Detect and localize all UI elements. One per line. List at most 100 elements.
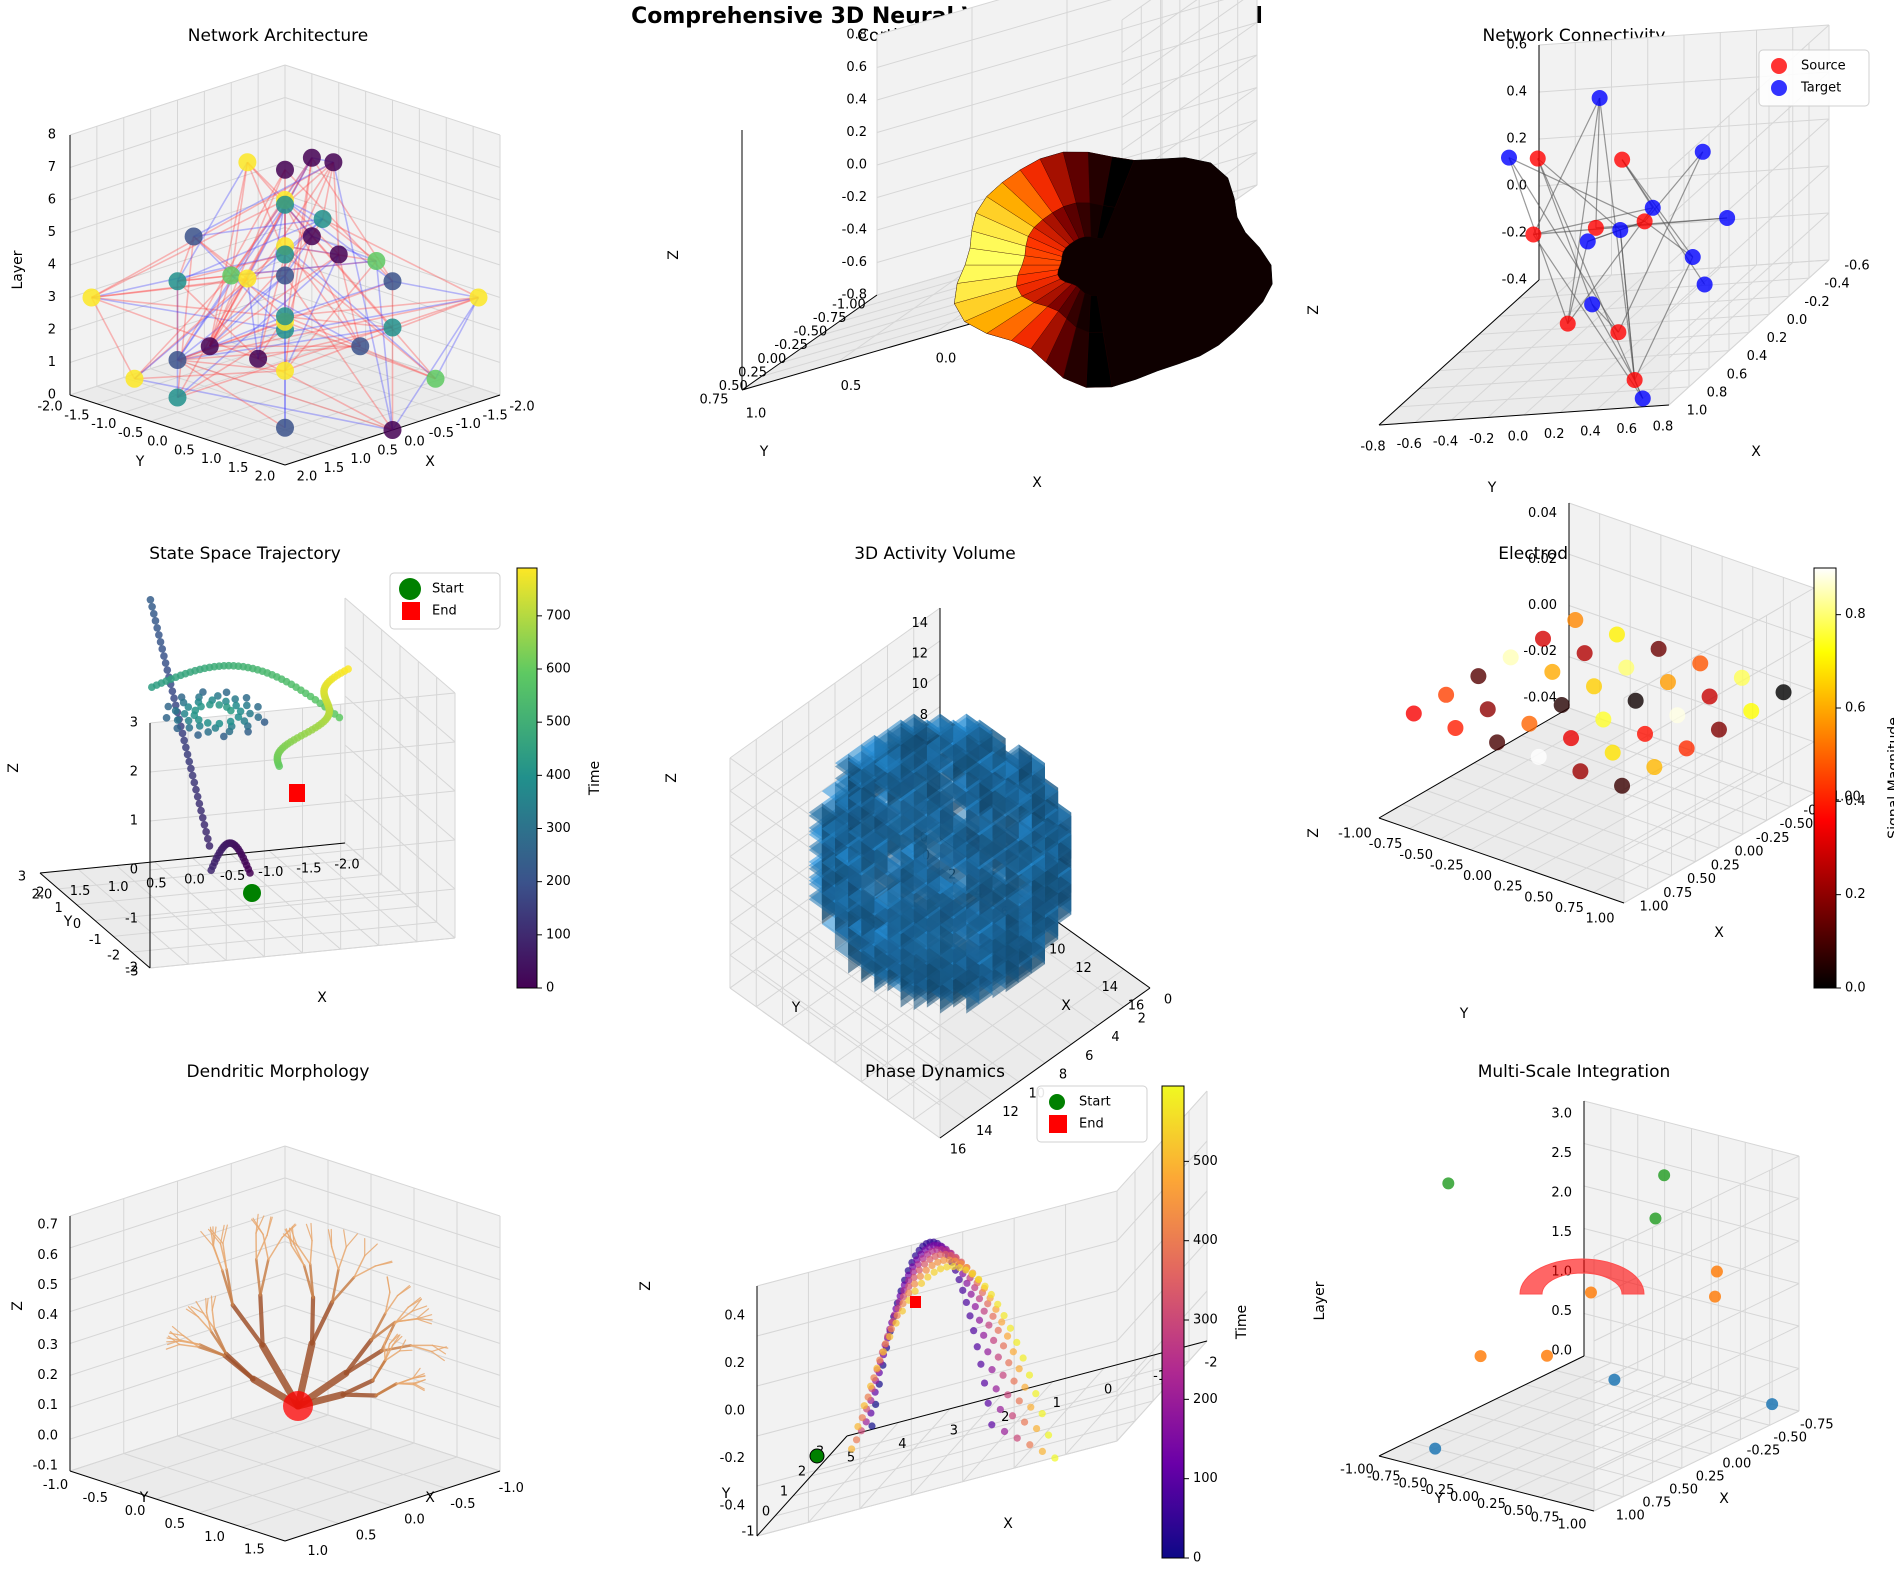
phase-point bbox=[1027, 1403, 1035, 1411]
connection-edge bbox=[230, 274, 361, 347]
dendrite-branch bbox=[384, 1291, 391, 1315]
phase-point bbox=[1015, 1365, 1023, 1373]
trajectory-point bbox=[180, 736, 188, 745]
trajectory-point bbox=[202, 828, 210, 836]
connection-edge bbox=[177, 320, 286, 361]
dendrite-branch bbox=[266, 1216, 273, 1236]
y-tick-label: 0.8 bbox=[1653, 420, 1674, 435]
phase-point bbox=[943, 1263, 951, 1271]
dendrite-branch bbox=[384, 1344, 394, 1362]
gridline bbox=[729, 889, 941, 1040]
gridline bbox=[1496, 1398, 1712, 1455]
connection-edge bbox=[257, 199, 286, 359]
gridline bbox=[774, 1420, 1136, 1517]
trajectory-point bbox=[220, 732, 228, 741]
dendrite-branch bbox=[393, 1310, 413, 1325]
connection-edge bbox=[230, 157, 313, 276]
gridline bbox=[1623, 690, 1815, 801]
phase-point bbox=[980, 1331, 988, 1339]
phase-point bbox=[910, 1273, 918, 1282]
gridline bbox=[69, 1368, 286, 1440]
z-axis-label: Z bbox=[664, 773, 680, 783]
electrode bbox=[1572, 763, 1589, 780]
dendrite-branch bbox=[288, 1227, 292, 1246]
electrode bbox=[1502, 649, 1519, 666]
neuron-node bbox=[184, 227, 203, 246]
voxel-face bbox=[900, 850, 914, 876]
gridline bbox=[155, 1428, 372, 1500]
dendrite-branch bbox=[411, 1298, 423, 1312]
z-tick-label: 4 bbox=[48, 258, 56, 273]
layer-node bbox=[1442, 1177, 1455, 1190]
voxel-face bbox=[1018, 788, 1032, 814]
phase-point bbox=[936, 1251, 944, 1259]
electrode bbox=[1530, 748, 1547, 765]
dendrite-branch bbox=[169, 1331, 182, 1342]
y-axis-line bbox=[69, 1470, 286, 1542]
chart-network-architecture: Network Architecture2.01.51.00.50.0-0.5-… bbox=[10, 26, 535, 485]
x-tick-label: -0.50 bbox=[1780, 817, 1814, 832]
connection-line bbox=[1619, 229, 1636, 381]
dendrite-branch bbox=[369, 1320, 397, 1342]
z-tick-label: 2 bbox=[48, 323, 56, 338]
legend-marker bbox=[1049, 1094, 1065, 1110]
connection-edge bbox=[209, 157, 313, 347]
trajectory-point bbox=[149, 610, 158, 618]
gridline bbox=[1568, 553, 1815, 640]
gridline bbox=[1478, 313, 1770, 335]
connection-edge bbox=[284, 260, 377, 372]
gridline bbox=[1623, 792, 1815, 904]
dendrite-branch bbox=[383, 1342, 386, 1362]
connection-edge bbox=[177, 218, 323, 282]
connection-edge bbox=[177, 296, 479, 361]
gridline bbox=[149, 741, 456, 773]
dendrite-branch bbox=[309, 1295, 316, 1346]
gridline bbox=[241, 1456, 458, 1528]
neuron-node bbox=[367, 252, 386, 270]
y-axis-line bbox=[1378, 707, 1570, 819]
gridline bbox=[1459, 1376, 1665, 1478]
z-axis-label: Z bbox=[10, 1301, 26, 1311]
trajectory-point bbox=[185, 723, 194, 732]
gridline bbox=[913, 968, 1125, 1120]
y-tick-label: -1.5 bbox=[64, 408, 89, 423]
dendrite-branch bbox=[399, 1339, 407, 1352]
connection-edge bbox=[90, 297, 136, 380]
y-tick-label: 0.4 bbox=[1580, 425, 1601, 440]
chart-title: 3D Activity Volume bbox=[854, 544, 1016, 564]
gridline bbox=[1538, 24, 1830, 46]
y-tick-label: 1.0 bbox=[201, 452, 222, 467]
y-tick-label: -0.50 bbox=[1394, 1476, 1428, 1491]
z-tick-label: 0.5 bbox=[37, 1278, 58, 1293]
phase-point bbox=[1025, 1371, 1034, 1379]
dendrite-branch bbox=[205, 1297, 208, 1314]
trajectory-point bbox=[200, 820, 209, 829]
y-tick-label: -1.0 bbox=[43, 1478, 68, 1493]
z-tick-label: 2 bbox=[130, 765, 138, 780]
phase-point bbox=[1032, 1424, 1041, 1433]
z-tick-label: 2.5 bbox=[1551, 1146, 1572, 1161]
gridline bbox=[1593, 1283, 1800, 1384]
dendrite-branch bbox=[302, 1264, 315, 1299]
y-tick-label: 0.0 bbox=[125, 1504, 146, 1519]
trajectory-point bbox=[240, 717, 249, 725]
phase-point bbox=[860, 1402, 868, 1410]
neuron-node bbox=[426, 369, 445, 388]
y-tick-label: -3 bbox=[126, 965, 139, 980]
phase-point bbox=[975, 1275, 983, 1283]
y-axis-label: Y bbox=[1459, 1006, 1469, 1022]
phase-point bbox=[988, 1421, 996, 1429]
gridline bbox=[756, 1290, 1118, 1387]
y-tick-label: 0 bbox=[73, 917, 81, 932]
dendrite-branch bbox=[222, 1353, 256, 1382]
z-tick-label: 0 bbox=[48, 388, 56, 403]
x-tick-label: 0.75 bbox=[1642, 1496, 1671, 1511]
z-tick-label: -0.04 bbox=[1523, 690, 1557, 705]
dendrite-branch bbox=[396, 1285, 411, 1297]
connection-edge bbox=[91, 253, 286, 299]
dendrite-branch bbox=[178, 1343, 200, 1348]
electrode bbox=[1604, 744, 1621, 761]
x-tick-label: 0.75 bbox=[1663, 886, 1692, 901]
gridline bbox=[198, 1442, 415, 1514]
phase-point bbox=[1013, 1434, 1021, 1442]
